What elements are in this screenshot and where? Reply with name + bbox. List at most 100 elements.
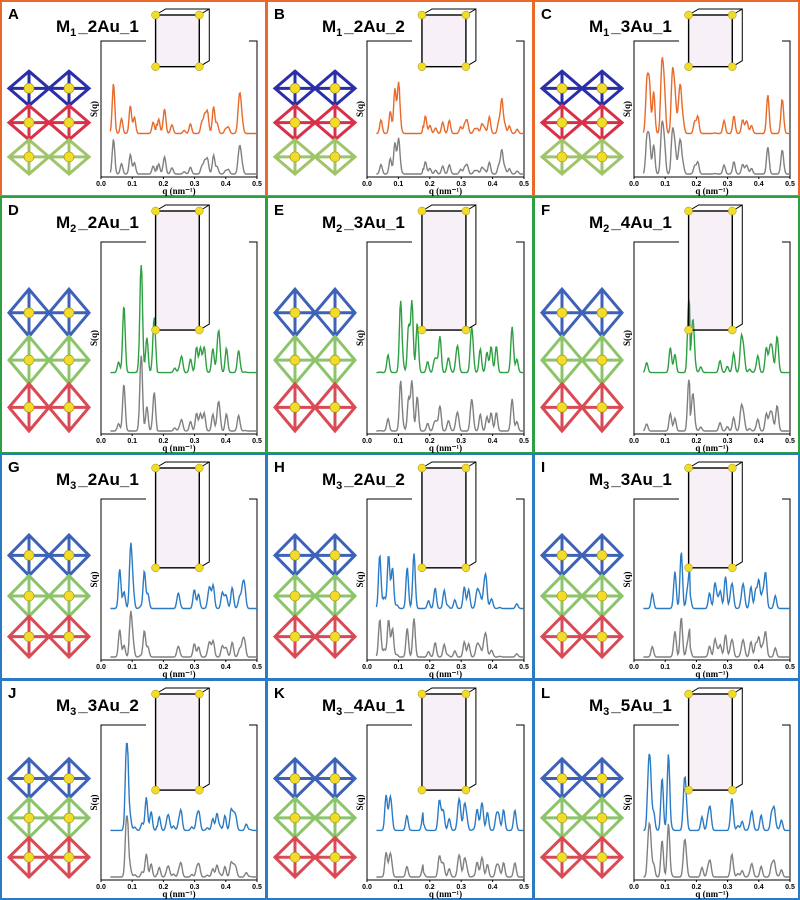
au-atom (417, 325, 427, 335)
panel-letter: G (8, 459, 20, 476)
au-atom (728, 463, 737, 473)
au-atom (556, 550, 568, 561)
title-rest: _3Au_1 (343, 213, 404, 232)
panel-letter: E (274, 202, 284, 219)
y-axis-label: S(q) (89, 330, 99, 346)
sq-curve (376, 300, 524, 374)
title-rest: _2Au_2 (343, 17, 404, 36)
au-atom (289, 307, 301, 319)
x-tick-label: 0.3 (723, 438, 733, 445)
panel-frame (533, 679, 800, 900)
sq-reference-curve (376, 137, 524, 175)
x-tick-label: 0.4 (221, 181, 231, 188)
unit-cell (154, 210, 200, 331)
x-tick-label: 0.2 (692, 438, 702, 445)
x-tick-label: 0.1 (394, 181, 404, 188)
au-atom (329, 590, 341, 602)
sq-reference-curve (376, 851, 524, 878)
au-atom (596, 631, 608, 642)
title-rest: _4Au_1 (610, 213, 671, 232)
au-atom (289, 631, 301, 642)
au-atom (596, 590, 608, 602)
au-atom (329, 117, 341, 128)
sq-reference-curve (643, 617, 790, 658)
au-atom (728, 62, 737, 71)
au-atom (195, 785, 204, 795)
title-sub: 1 (336, 27, 342, 39)
panel-title: M2 _2Au_1 (56, 213, 139, 234)
x-tick-label: 0.0 (629, 664, 639, 671)
au-atom (728, 206, 737, 216)
x-tick-label: 0.3 (190, 181, 200, 188)
title-rest: _3Au_1 (610, 17, 671, 36)
sq-curve (376, 81, 524, 135)
panel-title: M3 _4Au_1 (322, 696, 405, 717)
title-base: M (322, 213, 336, 232)
sq-reference-curve (375, 618, 524, 658)
panel-letter: A (8, 6, 19, 23)
x-tick-label: 0.4 (754, 438, 764, 445)
x-tick-label: 0.0 (629, 884, 639, 891)
au-atom (556, 354, 568, 366)
au-atom (63, 117, 75, 128)
title-rest: _3Au_2 (77, 696, 138, 715)
title-sub: 1 (70, 27, 76, 39)
y-axis-label: S(q) (89, 571, 99, 587)
x-tick-label: 0.4 (488, 181, 498, 188)
au-atom (151, 10, 160, 20)
au-atom (289, 402, 301, 413)
au-atom (289, 354, 301, 366)
plot-frame (633, 241, 791, 435)
x-tick-label: 0.2 (159, 438, 169, 445)
title-base: M (589, 696, 603, 715)
au-atom (151, 785, 160, 795)
au-atom (151, 689, 160, 699)
au-atom (23, 307, 35, 319)
title-rest: _2Au_2 (343, 470, 404, 489)
x-tick-label: 0.2 (425, 438, 435, 445)
panel-title: M3 _2Au_2 (322, 470, 405, 491)
x-tick-label: 0.1 (127, 438, 137, 445)
au-atom (728, 10, 737, 20)
au-atom (596, 117, 608, 128)
au-atom (556, 631, 568, 642)
x-tick-label: 0.3 (456, 664, 466, 671)
au-atom (289, 83, 301, 94)
au-atom (596, 852, 608, 863)
title-sub: 3 (603, 706, 609, 718)
au-atom (417, 689, 427, 699)
sq-reference-curve (642, 120, 790, 175)
title-rest: _2Au_1 (77, 213, 138, 232)
x-tick-label: 0.5 (519, 181, 529, 188)
x-tick-label: 0.4 (221, 884, 231, 891)
title-sub: 3 (603, 480, 609, 492)
au-atom (329, 402, 341, 413)
au-atom (329, 83, 341, 94)
au-atom (556, 83, 568, 94)
au-atom (63, 812, 75, 824)
title-sub: 3 (336, 706, 342, 718)
title-base: M (589, 17, 603, 36)
au-atom (195, 10, 204, 20)
unit-cell (687, 210, 733, 331)
plot-frame (633, 498, 791, 661)
au-atom (289, 773, 301, 784)
x-tick-label: 0.3 (456, 884, 466, 891)
au-atom (728, 785, 737, 795)
panel-letter: I (541, 459, 545, 476)
au-atom (63, 402, 75, 413)
x-tick-label: 0.4 (221, 438, 231, 445)
title-sub: 1 (603, 27, 609, 39)
title-base: M (56, 470, 70, 489)
au-atom (63, 590, 75, 602)
x-axis-label: q (nm⁻¹) (162, 443, 195, 453)
x-tick-label: 0.3 (190, 438, 200, 445)
plot-frame (100, 40, 258, 178)
x-tick-label: 0.3 (190, 884, 200, 891)
panel-title: M2 _3Au_1 (322, 213, 405, 234)
plot-frame (366, 241, 525, 435)
panel-letter: J (8, 685, 16, 702)
au-atom (151, 206, 160, 216)
au-atom (195, 689, 204, 699)
